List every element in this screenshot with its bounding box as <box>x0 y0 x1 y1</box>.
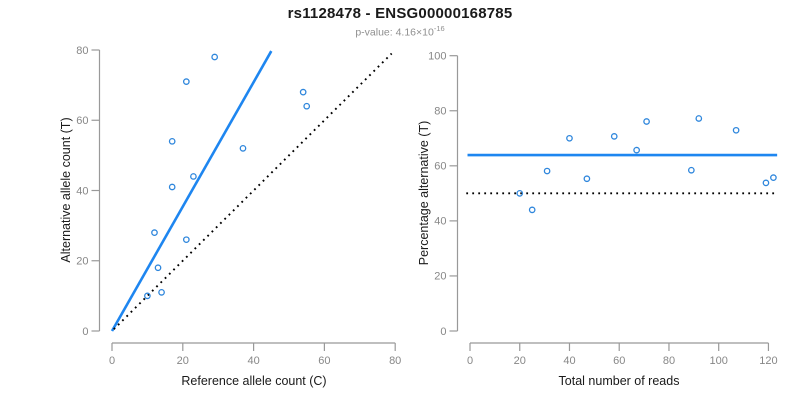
y-tick-label: 20 <box>434 271 446 283</box>
data-point <box>770 174 777 182</box>
data-point <box>633 146 640 154</box>
data-point <box>610 133 618 140</box>
y-tick-label: 80 <box>434 106 446 118</box>
x-tick-label: 20 <box>177 355 189 367</box>
data-point <box>182 78 190 85</box>
allele-counts-scatter: 0 20 40 60 80 0 20 40 60 80 <box>76 45 401 367</box>
data-point <box>168 137 176 145</box>
y-tick-label: 40 <box>434 216 446 228</box>
data-point <box>151 229 158 236</box>
x-tick-label: 60 <box>318 355 330 367</box>
x-tick-label: 40 <box>563 355 575 367</box>
data-point <box>154 264 162 272</box>
x-tick-label: 80 <box>389 355 401 367</box>
x-tick-label: 20 <box>514 355 526 367</box>
data-point <box>528 206 536 214</box>
y-tick-label: 60 <box>76 115 88 127</box>
data-point <box>144 292 151 300</box>
y-tick-label: 100 <box>428 51 446 63</box>
x-tick-label: 120 <box>759 355 777 367</box>
data-point <box>583 175 591 183</box>
data-point <box>762 179 770 187</box>
figure-subtitle: p-value: 4.16×10-16 <box>0 24 800 39</box>
x-tick-label: 40 <box>247 355 259 367</box>
y-tick-label: 20 <box>76 256 88 268</box>
data-point <box>211 53 219 61</box>
right-plot-xlabel: Total number of reads <box>558 374 680 388</box>
figure-title: rs1128478 - ENSG00000168785 <box>287 5 513 22</box>
subtitle-pvalue-text: p-value: 4.16×10 <box>355 26 434 39</box>
percentage-vs-coverage-scatter: 0 20 40 60 80 100 0 20 40 60 80 100 120 <box>428 51 777 368</box>
left-plot-xlabel: Reference allele count (C) <box>181 374 327 388</box>
x-tick-label: 0 <box>467 355 473 367</box>
data-point <box>190 173 197 180</box>
data-point <box>158 289 165 296</box>
y-tick-label: 80 <box>76 45 88 57</box>
data-point <box>299 88 307 96</box>
data-point <box>303 102 311 110</box>
y-tick-label: 0 <box>440 326 446 338</box>
data-point <box>695 115 703 122</box>
data-point <box>168 183 176 191</box>
data-point <box>182 236 190 244</box>
left-plot-ylabel: Alternative allele count (T) <box>59 117 73 263</box>
data-point <box>687 166 695 174</box>
data-point <box>239 145 247 152</box>
y-tick-label: 40 <box>76 185 88 197</box>
subtitle-pvalue-exponent: -16 <box>433 24 445 33</box>
x-tick-label: 0 <box>109 355 115 367</box>
x-tick-label: 80 <box>663 355 675 367</box>
right-plot-ylabel: Percentage alternative (T) <box>417 120 431 266</box>
x-tick-label: 60 <box>613 355 625 367</box>
x-tick-label: 100 <box>710 355 728 367</box>
y-tick-label: 0 <box>82 326 88 338</box>
fitted-ratio-line <box>110 50 273 332</box>
data-point <box>732 126 740 134</box>
identity-line <box>113 52 393 330</box>
y-tick-label: 60 <box>434 161 446 173</box>
data-point <box>543 167 551 175</box>
data-point <box>643 118 650 125</box>
data-point <box>516 190 524 197</box>
data-point <box>566 134 573 142</box>
